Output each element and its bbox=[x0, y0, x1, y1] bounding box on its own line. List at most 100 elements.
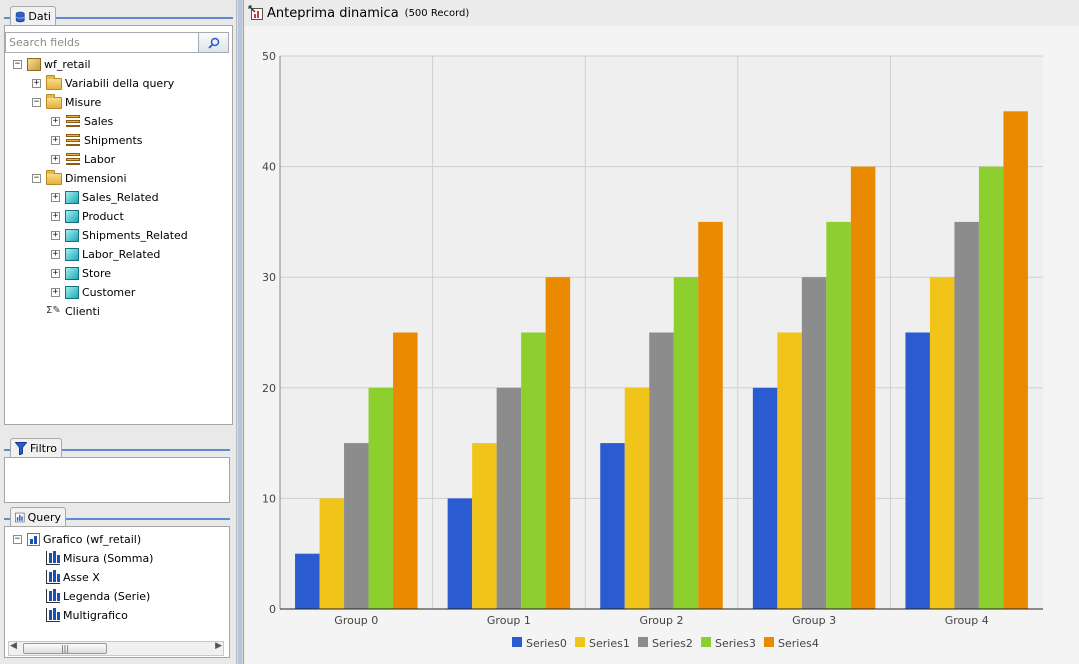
bar-series1-0[interactable] bbox=[319, 498, 345, 609]
tab-dati[interactable]: Dati bbox=[10, 6, 56, 26]
fields-panel bbox=[4, 25, 233, 425]
bar-series2-3[interactable] bbox=[801, 277, 827, 609]
dimension-cube-icon bbox=[65, 286, 79, 299]
tree-item[interactable]: + Sales_Related bbox=[51, 188, 159, 206]
collapse-icon[interactable]: − bbox=[13, 58, 22, 69]
tree-item[interactable]: − Dimensioni bbox=[32, 169, 127, 187]
splitter-grip[interactable] bbox=[238, 0, 242, 664]
bar-series4-1[interactable] bbox=[545, 277, 571, 609]
tree-item[interactable]: + Product bbox=[51, 207, 124, 225]
bars-icon bbox=[46, 589, 60, 603]
expand-icon[interactable]: + bbox=[51, 267, 60, 278]
tree-item-label: Store bbox=[82, 266, 112, 280]
bar-series0-0[interactable] bbox=[295, 553, 320, 609]
tree-item-label: Misura (Somma) bbox=[63, 551, 154, 565]
tree-item[interactable]: Misura (Somma) bbox=[32, 549, 153, 567]
tree-item[interactable]: Legenda (Serie) bbox=[32, 587, 150, 605]
y-tick-label: 20 bbox=[262, 382, 276, 395]
tree-item[interactable]: Multigrafico bbox=[32, 606, 128, 624]
search-button[interactable] bbox=[198, 33, 228, 52]
bar-series1-2[interactable] bbox=[624, 387, 650, 609]
tab-query[interactable]: Query bbox=[10, 507, 66, 527]
box-icon bbox=[27, 57, 41, 71]
preview-header: Anteprima dinamica (500 Record) bbox=[245, 0, 1079, 26]
bar-series4-3[interactable] bbox=[850, 166, 876, 609]
tree-item-label: Misure bbox=[65, 95, 102, 109]
y-tick-label: 0 bbox=[269, 603, 276, 616]
expand-icon[interactable]: + bbox=[51, 134, 60, 145]
bar-series0-2[interactable] bbox=[600, 443, 625, 609]
bar-series3-4[interactable] bbox=[978, 166, 1004, 609]
tree-item[interactable]: − Grafico (wf_retail) bbox=[13, 530, 141, 548]
bar-series2-4[interactable] bbox=[954, 221, 979, 609]
bar-series3-0[interactable] bbox=[368, 387, 394, 609]
bar-series2-2[interactable] bbox=[649, 332, 674, 610]
scroll-right-icon[interactable]: ▶ bbox=[215, 641, 222, 651]
tree-item[interactable]: + Labor bbox=[51, 150, 115, 168]
expand-icon[interactable]: + bbox=[51, 286, 60, 297]
tree-item[interactable]: − wf_retail bbox=[13, 55, 91, 73]
search-input[interactable] bbox=[6, 33, 198, 52]
tree-item-label: Labor_Related bbox=[82, 247, 161, 261]
tree-item[interactable]: Σ✎ Clienti bbox=[32, 302, 100, 320]
expand-icon[interactable]: + bbox=[51, 210, 60, 221]
scroll-left-icon[interactable]: ◀ bbox=[10, 641, 17, 651]
tab-filtro[interactable]: Filtro bbox=[10, 438, 62, 458]
horizontal-scrollbar[interactable]: ◀ ||| ▶ bbox=[8, 641, 224, 656]
search-box bbox=[5, 32, 229, 53]
tree-item[interactable]: + Shipments_Related bbox=[51, 226, 188, 244]
funnel-icon bbox=[15, 442, 27, 455]
folder-icon bbox=[46, 75, 62, 90]
bar-series0-3[interactable] bbox=[752, 387, 778, 609]
tree-item-label: Multigrafico bbox=[63, 608, 128, 622]
bar-series3-1[interactable] bbox=[521, 332, 546, 610]
tree-item[interactable]: + Variabili della query bbox=[32, 74, 174, 92]
bar-series4-0[interactable] bbox=[393, 332, 418, 610]
bar-series1-1[interactable] bbox=[472, 443, 497, 609]
tree-item[interactable]: − Misure bbox=[32, 93, 101, 111]
scrollbar-thumb[interactable]: ||| bbox=[23, 643, 107, 654]
search-icon bbox=[207, 37, 219, 49]
tree-item[interactable]: + Sales bbox=[51, 112, 113, 130]
expand-icon[interactable]: + bbox=[32, 77, 41, 88]
expand-icon[interactable]: + bbox=[51, 115, 60, 126]
bar-series2-1[interactable] bbox=[496, 387, 522, 609]
chart-icon bbox=[27, 532, 40, 546]
bar-series3-3[interactable] bbox=[826, 221, 851, 609]
tree-item[interactable]: Asse X bbox=[32, 568, 100, 586]
expand-icon[interactable]: + bbox=[51, 229, 60, 240]
legend-swatch-series0 bbox=[512, 637, 522, 647]
bar-series2-0[interactable] bbox=[344, 443, 369, 609]
legend-swatch-series3 bbox=[701, 637, 711, 647]
tab-query-label: Query bbox=[27, 511, 61, 524]
tree-item-label: Grafico (wf_retail) bbox=[43, 532, 142, 546]
y-tick-label: 10 bbox=[262, 492, 276, 505]
collapse-icon[interactable]: − bbox=[32, 172, 41, 183]
bar-series0-4[interactable] bbox=[905, 332, 930, 610]
bar-series4-4[interactable] bbox=[1003, 111, 1028, 610]
folder-open-icon bbox=[46, 170, 62, 185]
bar-series1-4[interactable] bbox=[929, 277, 955, 609]
bar-series0-1[interactable] bbox=[447, 498, 473, 609]
expand-icon[interactable]: + bbox=[51, 153, 60, 164]
bar-series3-2[interactable] bbox=[673, 277, 699, 609]
tree-item[interactable]: + Labor_Related bbox=[51, 245, 160, 263]
collapse-icon[interactable]: − bbox=[32, 96, 41, 107]
bar-series1-3[interactable] bbox=[777, 332, 802, 610]
splitter[interactable] bbox=[236, 0, 244, 664]
tree-item[interactable]: + Store bbox=[51, 264, 111, 282]
bar-series4-2[interactable] bbox=[698, 221, 723, 609]
database-icon bbox=[15, 11, 25, 22]
legend-swatch-series2 bbox=[638, 637, 648, 647]
tree-item[interactable]: + Shipments bbox=[51, 131, 143, 149]
measure-icon bbox=[65, 113, 81, 129]
tree-item-label: Shipments_Related bbox=[82, 228, 188, 242]
legend-swatch-series1 bbox=[575, 637, 585, 647]
filter-panel[interactable] bbox=[4, 457, 230, 503]
tree-item[interactable]: + Customer bbox=[51, 283, 135, 301]
collapse-icon[interactable]: − bbox=[13, 533, 22, 544]
expand-icon[interactable]: + bbox=[51, 248, 60, 259]
expand-icon[interactable]: + bbox=[51, 191, 60, 202]
sigma-pencil-icon: Σ✎ bbox=[46, 305, 61, 316]
y-tick-label: 30 bbox=[262, 271, 276, 284]
